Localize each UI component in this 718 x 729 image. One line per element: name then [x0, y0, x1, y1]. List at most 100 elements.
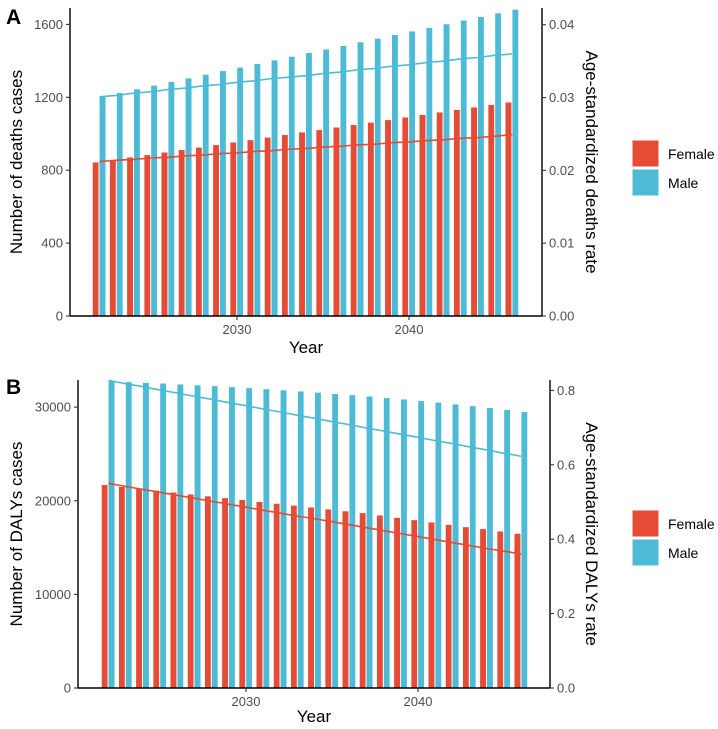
bar-male-2028	[202, 74, 210, 317]
bar-male-2032	[280, 389, 287, 689]
bar-female-2043	[462, 526, 470, 689]
bar-male-2038	[374, 38, 382, 317]
bar-female-2039	[384, 119, 392, 317]
bar-female-2043	[453, 109, 461, 317]
bar-female-2029	[212, 144, 220, 317]
bar-female-2040	[401, 117, 409, 317]
legend-swatch-female	[631, 139, 660, 168]
bar-male-2035	[322, 49, 330, 317]
x-axis-title: Year	[289, 338, 324, 357]
bar-male-2029	[219, 70, 227, 317]
y-tick-label: 0	[56, 309, 63, 324]
line-male-rate	[108, 379, 522, 458]
legend: Female Male	[631, 139, 715, 197]
bar-male-2033	[297, 391, 305, 689]
y-tick-label: 400	[41, 236, 63, 251]
y2-tick-label: 0.0	[557, 681, 575, 696]
bar-female-2024	[126, 157, 134, 317]
line-female-rate	[99, 133, 513, 163]
x-tick-label: 2040	[395, 322, 424, 337]
bar-male-2039	[400, 399, 408, 689]
bar-female-2022	[101, 484, 108, 689]
y-tick-label: 1200	[34, 90, 63, 105]
legend-label-female: Female	[668, 146, 715, 162]
bar-female-2038	[376, 515, 384, 689]
bar-male-2046	[512, 9, 519, 317]
y-tick-label: 0	[64, 681, 71, 696]
bar-female-2030	[229, 142, 237, 317]
bar-male-2025	[159, 383, 167, 689]
bar-male-2042	[443, 23, 450, 317]
bar-female-2037	[359, 512, 366, 689]
y2-tick-label: 0.01	[549, 236, 574, 251]
y2-tick-label: 0.03	[549, 90, 574, 105]
y2-tick-label: 0.8	[557, 383, 575, 398]
bar-male-2024	[142, 382, 150, 689]
x-tick-label: 2040	[404, 694, 433, 709]
bar-male-2024	[133, 88, 141, 317]
bar-female-2042	[436, 112, 443, 317]
y-axis-title: Number of deaths cases	[7, 70, 26, 254]
bar-female-2033	[290, 505, 298, 689]
line-female-rate	[108, 482, 522, 555]
bar-female-2035	[324, 508, 332, 689]
bar-male-2045	[494, 12, 502, 317]
y2-tick-label: 0.4	[557, 532, 575, 547]
bar-female-2027	[178, 149, 186, 317]
panel-label: B	[6, 376, 21, 399]
bar-male-2035	[331, 393, 339, 689]
bar-female-2027	[187, 494, 195, 689]
bar-male-2029	[228, 386, 236, 689]
panel-label: A	[6, 6, 21, 29]
bar-male-2032	[271, 59, 278, 317]
bar-male-2041	[435, 402, 442, 689]
legend: Female Male	[631, 509, 715, 567]
y2-tick-label: 0.6	[557, 457, 575, 472]
bar-female-2026	[170, 492, 177, 689]
bar-male-2038	[383, 397, 391, 689]
bar-male-2023	[125, 381, 133, 689]
y2-tick-label: 0.04	[549, 17, 574, 32]
bar-female-2028	[204, 495, 212, 689]
legend-swatch-male	[631, 168, 660, 197]
bar-female-2025	[152, 490, 160, 689]
y2-tick-label: 0.00	[549, 309, 574, 324]
bar-female-2023	[118, 486, 126, 689]
bar-female-2037	[350, 124, 357, 317]
y-tick-label: 20000	[35, 493, 71, 508]
bar-female-2032	[273, 503, 280, 689]
bar-male-2030	[245, 387, 253, 689]
legend-label-male: Male	[668, 175, 699, 191]
bar-female-2025	[143, 154, 151, 317]
bar-male-2036	[340, 45, 347, 317]
y-axis-title: Number of DALYs cases	[7, 442, 26, 627]
bar-female-2024	[135, 488, 143, 689]
bar-female-2039	[393, 517, 401, 689]
bar-female-2022	[92, 161, 99, 317]
bar-male-2025	[150, 85, 158, 317]
bar-female-2040	[410, 519, 418, 689]
legend-swatch-male	[631, 538, 660, 567]
bar-male-2042	[452, 403, 459, 689]
bar-male-2045	[503, 409, 511, 689]
y2-tick-label: 0.2	[557, 606, 575, 621]
bar-female-2041	[419, 114, 426, 317]
bar-female-2032	[264, 137, 271, 317]
bar-male-2037	[366, 396, 373, 689]
bar-female-2044	[479, 528, 487, 689]
bar-male-2039	[391, 34, 399, 317]
y-tick-label: 10000	[35, 587, 71, 602]
bar-female-2042	[445, 524, 452, 689]
y-tick-label: 800	[41, 163, 63, 178]
bar-female-2029	[221, 497, 229, 689]
bar-male-2028	[211, 385, 219, 689]
bar-male-2022	[108, 381, 115, 689]
bar-male-2046	[521, 411, 528, 689]
bar-female-2033	[281, 134, 289, 317]
bar-female-2028	[195, 147, 203, 317]
bar-male-2033	[288, 56, 296, 317]
y2-axis-title: Age-standardized deaths rate	[582, 50, 601, 273]
bar-female-2046	[514, 533, 521, 689]
bar-male-2023	[116, 92, 124, 317]
